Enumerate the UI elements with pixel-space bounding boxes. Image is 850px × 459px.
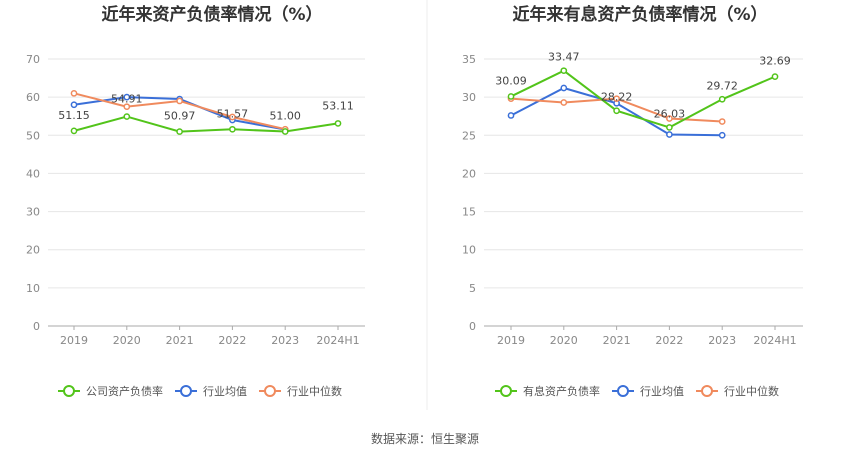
legend-item-2[interactable]: 行业中位数 [696, 384, 779, 398]
data-point[interactable] [507, 93, 515, 100]
y-tick-label: 25 [462, 129, 476, 142]
data-point[interactable] [281, 128, 289, 135]
y-tick-label: 20 [462, 167, 476, 180]
legend-swatch-circle [264, 385, 276, 397]
y-tick-label: 40 [26, 167, 40, 180]
data-point[interactable] [507, 112, 515, 119]
data-label: 51.15 [58, 109, 90, 122]
x-tick-label: 2022 [655, 334, 683, 347]
y-tick-label: 5 [469, 282, 476, 295]
y-tick-label: 20 [26, 244, 40, 257]
data-label: 51.00 [269, 109, 301, 122]
y-tick-label: 0 [33, 320, 40, 333]
data-label: 30.09 [495, 74, 527, 87]
data-point[interactable] [560, 67, 568, 75]
data-point[interactable] [718, 118, 726, 125]
data-point[interactable] [666, 115, 673, 122]
data-point[interactable] [123, 113, 131, 120]
source-note: 数据来源：恒生聚源 [371, 431, 479, 446]
x-tick-label: 2023 [708, 334, 736, 347]
chart-debt-ratio: 近年来资产负债率情况（%） 0 10 20 30 40 50 60 70 2019 2020 202… [26, 4, 365, 398]
chart-title: 近年来资产负债率情况（%） [101, 4, 322, 25]
legend-item-2[interactable]: 行业中位数 [259, 384, 342, 398]
data-point[interactable] [123, 93, 131, 101]
x-tick-label: 2024H1 [753, 334, 796, 347]
x-tick-label: 2022 [218, 334, 246, 347]
data-point[interactable] [70, 89, 78, 97]
x-tick-label: 2021 [166, 334, 194, 347]
data-label: 33.47 [548, 51, 580, 64]
data-label: 32.69 [759, 55, 791, 68]
data-point[interactable] [560, 99, 568, 106]
y-tick-label: 50 [26, 129, 40, 142]
data-label: 51.57 [217, 107, 249, 120]
legend-swatch-circle [500, 385, 512, 397]
data-point[interactable] [70, 101, 78, 109]
y-tick-label: 10 [26, 282, 40, 295]
data-point[interactable] [613, 95, 620, 103]
data-label: 53.11 [322, 99, 354, 112]
series-line-0 [73, 115, 339, 133]
x-tick-label: 2019 [60, 334, 88, 347]
legend-label: 行业均值 [203, 385, 247, 398]
legend-item-1[interactable]: 行业均值 [175, 385, 247, 398]
chart-title: 近年来有息资产负债率情况（%） [512, 4, 767, 25]
data-point[interactable] [666, 131, 673, 138]
data-point[interactable] [229, 125, 236, 133]
legend-swatch-circle [617, 385, 629, 397]
data-label: 28.22 [601, 91, 633, 104]
data-point[interactable] [771, 73, 779, 80]
x-tick-label: 2020 [550, 334, 578, 347]
legend-item-0[interactable]: 有息资产负债率 [495, 384, 600, 398]
series-line-0 [510, 69, 776, 129]
x-tick-label: 2021 [603, 334, 631, 347]
data-label: 50.97 [164, 110, 196, 123]
data-label: 29.72 [706, 79, 738, 92]
data-point[interactable] [666, 124, 673, 131]
legend-swatch-circle [63, 385, 75, 397]
data-label: 54.91 [111, 93, 143, 106]
y-tick-label: 35 [462, 53, 476, 66]
data-point[interactable] [176, 97, 183, 105]
y-tick-label: 30 [26, 206, 40, 219]
data-point[interactable] [123, 103, 131, 111]
legend-label: 有息资产负债率 [523, 384, 600, 398]
data-point[interactable] [334, 120, 342, 127]
data-point[interactable] [229, 113, 236, 121]
data-point[interactable] [560, 84, 568, 92]
chart-interest-debt-ratio: 近年来有息资产负债率情况（%） 0 5 10 15 20 25 30 35 2019 2020 20… [462, 4, 803, 398]
legend-swatch-circle [701, 385, 713, 397]
y-tick-label: 60 [26, 91, 40, 104]
legend-item-1[interactable]: 行业均值 [612, 385, 684, 398]
data-point[interactable] [176, 128, 183, 135]
data-point[interactable] [718, 131, 726, 139]
legend-label: 行业中位数 [287, 384, 342, 398]
legend-label: 公司资产负债率 [86, 384, 163, 398]
data-point[interactable] [613, 107, 620, 115]
y-tick-label: 0 [469, 320, 476, 333]
x-tick-label: 2024H1 [316, 334, 359, 347]
y-tick-label: 15 [462, 206, 476, 219]
y-tick-label: 30 [462, 91, 476, 104]
y-tick-label: 70 [26, 53, 40, 66]
y-tick-label: 10 [462, 244, 476, 257]
x-tick-label: 2023 [271, 334, 299, 347]
legend-swatch-circle [180, 385, 192, 397]
data-point[interactable] [718, 95, 726, 103]
legend-label: 行业均值 [640, 385, 684, 398]
x-tick-label: 2020 [113, 334, 141, 347]
data-point[interactable] [70, 127, 78, 135]
legend-item-0[interactable]: 公司资产负债率 [58, 384, 163, 398]
x-tick-label: 2019 [497, 334, 525, 347]
legend-label: 行业中位数 [724, 384, 779, 398]
data-label: 26.03 [654, 107, 686, 120]
